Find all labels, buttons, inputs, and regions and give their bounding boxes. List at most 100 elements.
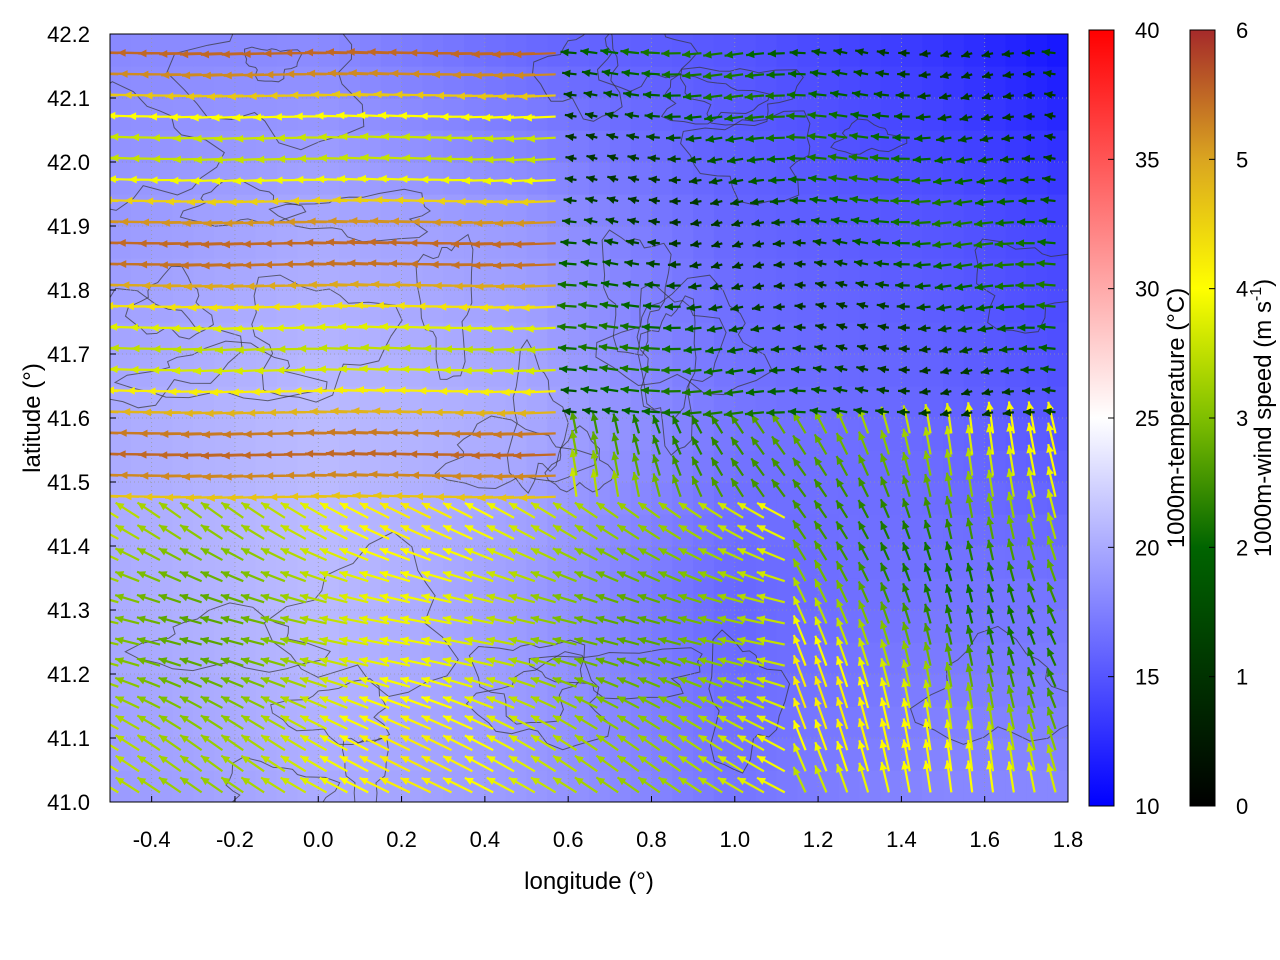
heatmap-cell [734, 162, 757, 195]
wind-arrow-head [585, 111, 594, 120]
wind-arrow-head [737, 593, 746, 602]
wind-arrow-head [158, 525, 168, 533]
heatmap-cell [193, 770, 215, 802]
wind-arrow-head [1026, 490, 1035, 500]
wind-arrow-head [574, 571, 584, 579]
heatmap-cell [172, 578, 194, 611]
wind-arrow-head [142, 281, 151, 290]
wind-arrow-head [965, 663, 974, 673]
wind-arrow-head [574, 657, 584, 665]
wind-arrow-head [179, 571, 189, 579]
wind-arrow-head [637, 593, 647, 602]
wind-arrow-head [574, 777, 584, 786]
wind-arrow-head [334, 386, 344, 394]
wind-arrow-head [553, 735, 562, 743]
wind-arrow-head [220, 677, 230, 685]
wind-arrow-head [115, 502, 125, 511]
heatmap-cell [755, 738, 778, 771]
wind-arrow-head [723, 93, 733, 101]
wind-arrow-head [552, 657, 562, 665]
wind-arrow-head [917, 92, 926, 100]
wind-arrow-head [137, 571, 147, 579]
heatmap-cell [776, 322, 798, 355]
wind-arrow-head [451, 261, 460, 270]
wind-arrow-head [221, 777, 231, 786]
wind-arrow-head [766, 155, 776, 164]
wind-arrow-head [243, 430, 252, 439]
wind-arrow-head [793, 539, 801, 549]
heatmap-cell [547, 354, 569, 387]
wind-arrow-head [274, 176, 283, 185]
wind-arrow-head [115, 525, 125, 533]
colorbar-tick-label: 2 [1236, 535, 1248, 560]
wind-arrow-head [986, 645, 995, 655]
wind-arrow-head [708, 177, 718, 185]
wind-arrow-head [640, 344, 650, 353]
heatmap-cell [818, 514, 840, 547]
wind-arrow-head [986, 625, 995, 635]
wind-arrow-head [1022, 133, 1032, 142]
wind-arrow-head [1002, 408, 1012, 417]
wind-arrow-head [580, 385, 590, 394]
heatmap-cell [214, 226, 236, 259]
wind-arrow-head [326, 428, 336, 437]
wind-arrow-head [745, 71, 754, 80]
wind-arrow-head [318, 344, 328, 353]
wind-arrow-head [603, 90, 613, 98]
heatmap-cell [922, 770, 944, 802]
wind-arrow-head [136, 657, 146, 665]
wind-arrow-head [411, 217, 420, 226]
wind-arrow-head [836, 636, 844, 646]
wind-arrow-head [1023, 112, 1032, 121]
wind-arrow-head [261, 525, 270, 533]
heatmap-cell [630, 610, 653, 643]
wind-arrow-head [682, 388, 691, 397]
wind-arrow-head [703, 93, 712, 101]
heatmap-cell [818, 738, 840, 771]
wind-arrow-head [923, 450, 931, 460]
wind-arrow-head [829, 195, 839, 204]
contour-line [465, 651, 611, 751]
wind-arrow-head [853, 407, 863, 415]
wind-arrow-head [923, 699, 931, 708]
wind-arrow-head [552, 593, 562, 602]
heatmap-cell [818, 194, 840, 227]
wind-arrow-head [204, 282, 213, 291]
wind-arrow-head [421, 756, 431, 764]
wind-arrow-head [158, 571, 168, 579]
heatmap-cell [505, 226, 528, 259]
wind-arrow-head [315, 111, 324, 120]
wind-arrow-head [304, 449, 314, 458]
wind-arrow-head [682, 409, 691, 418]
heatmap-cell [734, 706, 757, 739]
wind-arrow-head [1043, 69, 1052, 78]
wind-arrow-head [669, 197, 678, 206]
wind-arrow-head [1026, 401, 1035, 411]
wind-arrow-head [828, 174, 837, 183]
wind-arrow-head [794, 302, 803, 311]
wind-arrow-head [264, 429, 273, 438]
wind-arrow-head [831, 407, 841, 415]
wind-arrow-head [443, 503, 453, 511]
wind-arrow-head [464, 615, 474, 624]
heatmap-cell [568, 770, 590, 802]
wind-arrow-head [530, 636, 540, 645]
wind-arrow-head [606, 132, 616, 141]
wind-arrow-head [717, 615, 727, 624]
wind-arrow-head [622, 280, 632, 289]
wind-arrow-head [703, 367, 713, 376]
wind-arrow-head [360, 132, 369, 141]
wind-arrow-head [214, 134, 223, 143]
colorbar-tick-label: 0 [1236, 794, 1248, 819]
x-tick-label: 1.2 [803, 827, 834, 852]
wind-arrow-head [617, 571, 627, 579]
wind-arrow-head [756, 676, 766, 685]
wind-arrow-head [159, 755, 168, 764]
wind-arrow-head [319, 676, 329, 685]
wind-arrow-head [558, 259, 568, 268]
wind-arrow-head [658, 571, 668, 579]
wind-arrow-head [756, 593, 766, 601]
wind-arrow-head [508, 525, 518, 533]
heatmap-cell [568, 354, 590, 387]
wind-arrow-head [658, 677, 668, 685]
